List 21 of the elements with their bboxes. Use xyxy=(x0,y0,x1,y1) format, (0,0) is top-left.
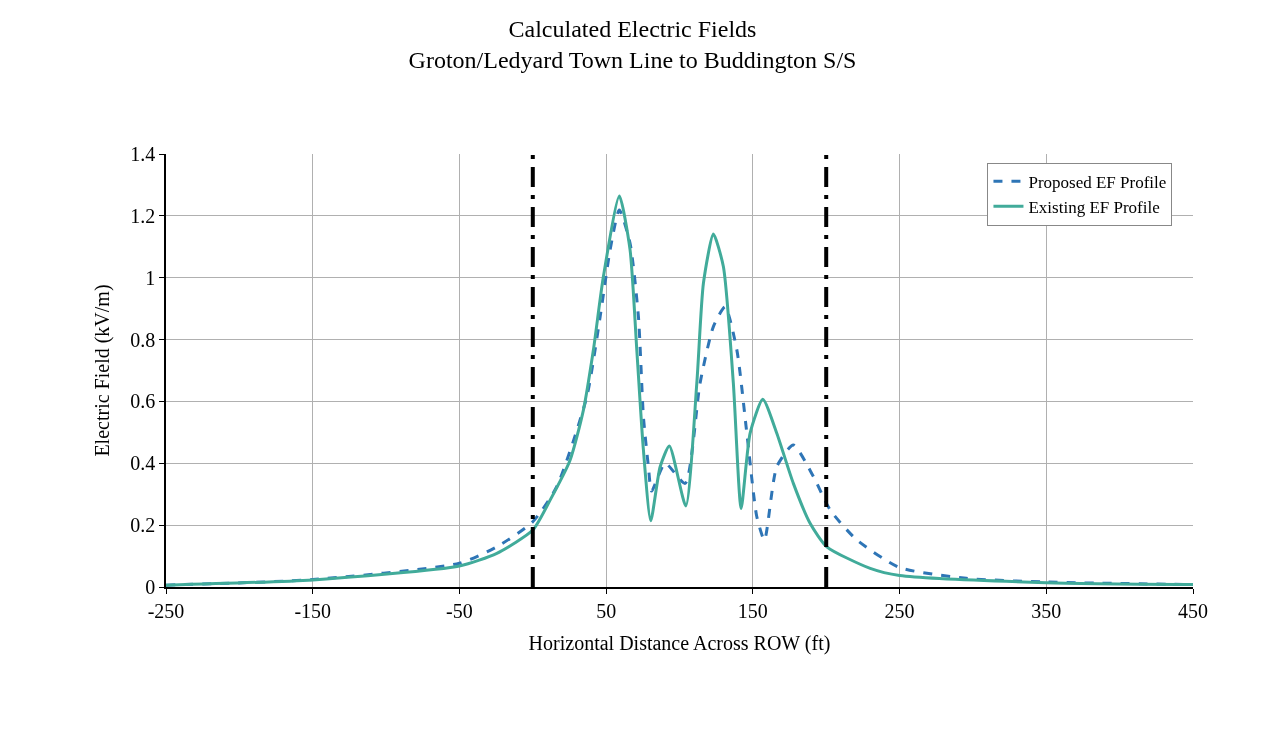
x-tick-label: 450 xyxy=(1178,599,1208,622)
y-tick-label: 0 xyxy=(145,576,156,598)
x-tick-label: 350 xyxy=(1031,599,1062,622)
y-tick-label: 0.6 xyxy=(130,390,156,413)
legend-label: Existing EF Profile xyxy=(1028,197,1160,217)
x-axis-title: Horizontal Distance Across ROW (ft) xyxy=(528,631,831,655)
x-tick-label: -150 xyxy=(294,599,332,622)
legend-label: Proposed EF Profile xyxy=(1028,172,1167,192)
y-tick-label: 1.4 xyxy=(130,143,156,165)
y-tick-label: 1 xyxy=(145,266,156,289)
x-tick-label: 50 xyxy=(596,599,617,622)
y-tick-label: 0.8 xyxy=(130,328,156,351)
x-tick-label: 150 xyxy=(737,599,768,622)
y-tick-label: 1.2 xyxy=(130,204,156,227)
y-tick-label: 0.4 xyxy=(130,452,156,475)
x-tick-label: -250 xyxy=(147,599,185,622)
chart-title: Calculated Electric Fields Groton/Ledyard Town Line to Buddington S/S xyxy=(408,16,857,74)
y-tick-label: 0.2 xyxy=(130,514,156,537)
y-axis-title: Electric Field (kV/m) xyxy=(91,284,115,457)
x-tick-label: -50 xyxy=(446,599,473,622)
x-tick-label: 250 xyxy=(884,599,915,622)
